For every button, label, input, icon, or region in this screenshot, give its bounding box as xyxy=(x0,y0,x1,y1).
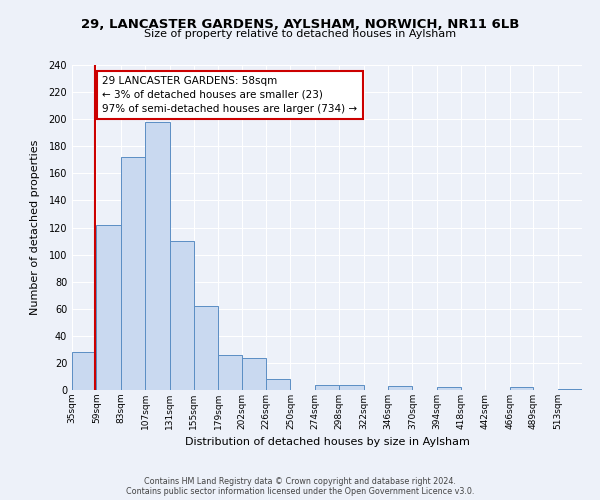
X-axis label: Distribution of detached houses by size in Aylsham: Distribution of detached houses by size … xyxy=(185,438,469,448)
Bar xyxy=(242,358,266,390)
Text: 29, LANCASTER GARDENS, AYLSHAM, NORWICH, NR11 6LB: 29, LANCASTER GARDENS, AYLSHAM, NORWICH,… xyxy=(81,18,519,30)
Bar xyxy=(72,352,97,390)
Bar xyxy=(437,388,461,390)
Y-axis label: Number of detached properties: Number of detached properties xyxy=(30,140,40,315)
Bar xyxy=(388,386,412,390)
Bar xyxy=(510,388,533,390)
Bar xyxy=(557,388,582,390)
Text: Contains HM Land Registry data © Crown copyright and database right 2024.: Contains HM Land Registry data © Crown c… xyxy=(144,476,456,486)
Bar xyxy=(97,225,121,390)
Text: Contains public sector information licensed under the Open Government Licence v3: Contains public sector information licen… xyxy=(126,486,474,496)
Text: 29 LANCASTER GARDENS: 58sqm
← 3% of detached houses are smaller (23)
97% of semi: 29 LANCASTER GARDENS: 58sqm ← 3% of deta… xyxy=(103,76,358,114)
Bar xyxy=(170,241,194,390)
Bar xyxy=(218,355,242,390)
Bar xyxy=(315,384,339,390)
Bar xyxy=(145,122,170,390)
Text: Size of property relative to detached houses in Aylsham: Size of property relative to detached ho… xyxy=(144,29,456,39)
Bar xyxy=(339,384,364,390)
Bar xyxy=(121,157,145,390)
Bar xyxy=(266,379,290,390)
Bar xyxy=(194,306,218,390)
